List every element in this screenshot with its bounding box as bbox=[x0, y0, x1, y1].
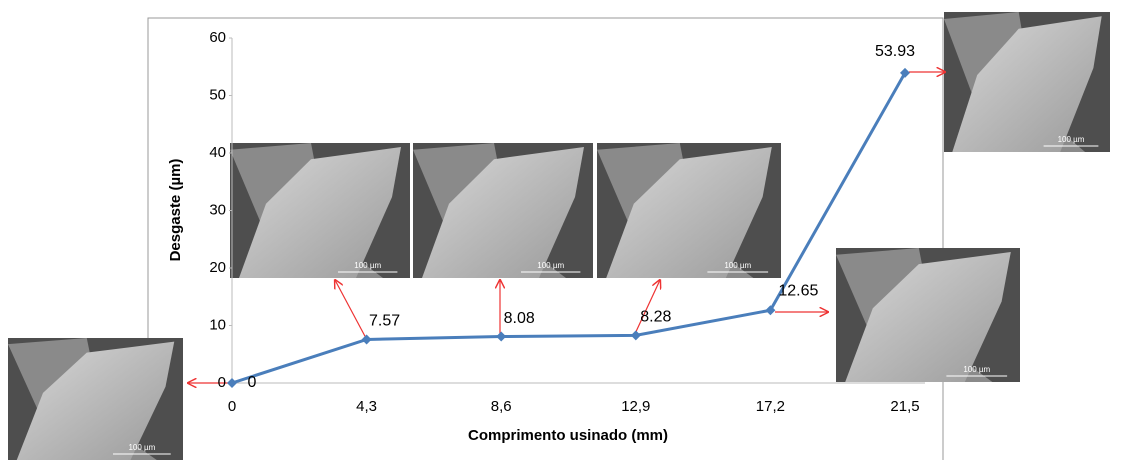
data-point bbox=[496, 332, 506, 342]
data-label: 8.08 bbox=[504, 310, 535, 327]
data-point bbox=[631, 330, 641, 340]
scale-bar-label: 100 µm bbox=[724, 261, 751, 270]
y-tick-label: 30 bbox=[209, 201, 226, 218]
data-point bbox=[227, 378, 237, 388]
x-tick-label: 17,2 bbox=[756, 398, 785, 415]
scale-bar-label: 100 µm bbox=[354, 261, 381, 270]
x-tick-label: 0 bbox=[228, 398, 236, 415]
data-label: 12.65 bbox=[778, 282, 818, 299]
sem-image: 100 µm bbox=[230, 143, 410, 278]
y-tick-label: 20 bbox=[209, 259, 226, 276]
x-tick-label: 21,5 bbox=[890, 398, 919, 415]
sem-image: 100 µm bbox=[944, 12, 1110, 152]
sem-image: 100 µm bbox=[597, 143, 781, 278]
data-label: 8.28 bbox=[640, 309, 671, 326]
y-tick-label: 0 bbox=[218, 374, 226, 391]
y-tick-label: 40 bbox=[209, 144, 226, 161]
x-tick-label: 12,9 bbox=[621, 398, 650, 415]
data-label: 53.93 bbox=[875, 43, 915, 60]
scale-bar-label: 100 µm bbox=[537, 261, 564, 270]
scale-bar-label: 100 µm bbox=[1058, 135, 1085, 144]
data-label: 0 bbox=[248, 374, 257, 391]
x-tick-label: 8,6 bbox=[491, 398, 512, 415]
scale-bar-label: 100 µm bbox=[963, 365, 990, 374]
x-axis-title: Comprimento usinado (mm) bbox=[468, 427, 668, 444]
y-axis-title: Desgaste (µm) bbox=[167, 159, 184, 262]
sem-image: 100 µm bbox=[413, 143, 593, 278]
x-tick-label: 4,3 bbox=[356, 398, 377, 415]
scale-bar-label: 100 µm bbox=[128, 443, 155, 452]
data-point bbox=[362, 334, 372, 344]
sem-image: 100 µm bbox=[836, 248, 1020, 382]
sem-image: 100 µm bbox=[8, 338, 183, 460]
y-tick-label: 60 bbox=[209, 29, 226, 46]
y-tick-label: 50 bbox=[209, 86, 226, 103]
y-tick-label: 10 bbox=[209, 316, 226, 333]
chart: Comprimento usinado (mm) Desgaste (µm) 1… bbox=[0, 0, 1123, 460]
data-label: 7.57 bbox=[369, 313, 400, 330]
